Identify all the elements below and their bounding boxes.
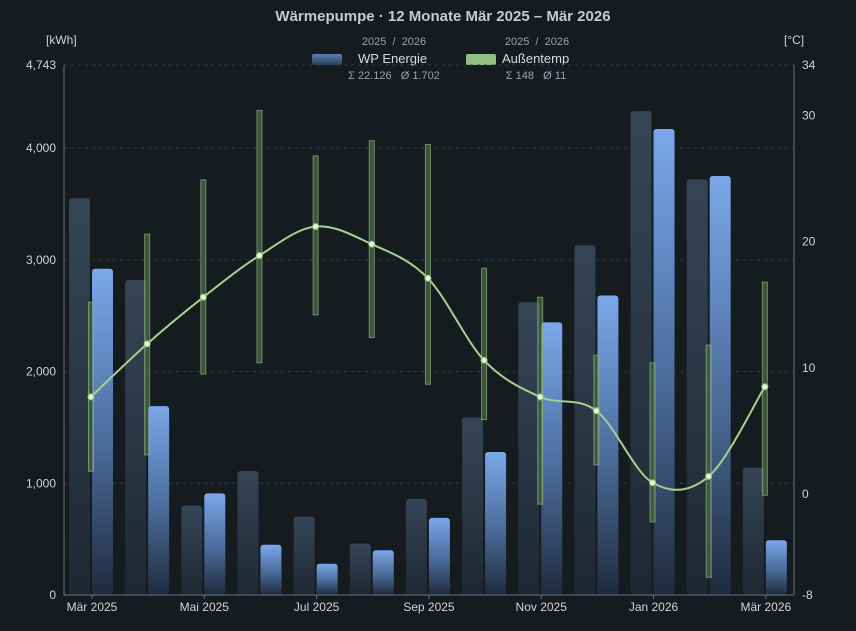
right-axis-unit: [°C] xyxy=(784,33,804,47)
bar-prev-year xyxy=(237,470,259,595)
legend-energy[interactable]: 2025 / 2026 WP Energie Σ 22.126 Ø 1.702 xyxy=(312,36,440,82)
temp-point xyxy=(255,252,263,260)
y2-tick-label: 20 xyxy=(802,235,816,249)
y-tick-label: 1,000 xyxy=(26,476,56,490)
x-tick-label: Nov 2025 xyxy=(516,600,568,614)
bar-prev-year xyxy=(574,245,596,595)
y2-tick-label: 10 xyxy=(802,361,816,375)
bar-energy xyxy=(597,295,619,595)
temp-point xyxy=(87,393,95,401)
legend-energy-stats: Σ 22.126 Ø 1.702 xyxy=(348,70,440,82)
bar-energy xyxy=(653,129,675,595)
y2-tick-label: -8 xyxy=(802,588,813,602)
bar-energy xyxy=(92,268,113,595)
bar-prev-year xyxy=(462,417,484,595)
temp-range xyxy=(256,109,263,364)
temp-point xyxy=(424,274,432,282)
grid xyxy=(64,64,794,484)
bar-energy xyxy=(204,493,226,595)
temp-range xyxy=(705,344,712,578)
temp-point xyxy=(649,479,657,487)
temp-range xyxy=(649,362,656,523)
bars xyxy=(69,111,787,596)
bar-energy xyxy=(765,540,787,595)
y2-tick-label: 0 xyxy=(802,487,809,501)
y-tick-label: 3,000 xyxy=(26,253,56,267)
temp-point xyxy=(536,393,544,401)
y-tick-label: 4,743 xyxy=(26,58,56,72)
bar-prev-year xyxy=(742,467,764,595)
y-tick-label: 0 xyxy=(49,588,56,602)
x-tick-label: Mai 2025 xyxy=(180,600,230,614)
bar-prev-year xyxy=(181,505,203,595)
bar-energy xyxy=(541,322,563,595)
bar-prev-year xyxy=(125,279,147,595)
temp-range xyxy=(368,140,375,339)
y-tick-label: 2,000 xyxy=(26,365,56,379)
bar-prev-year xyxy=(630,111,652,595)
temp-range xyxy=(481,267,488,421)
bar-energy xyxy=(485,451,507,595)
bar-prev-year xyxy=(69,198,90,596)
temp-point xyxy=(312,223,320,231)
y-tick-label: 4,000 xyxy=(26,141,56,155)
legend-temp-stats: Σ 148 Ø 11 xyxy=(506,70,566,82)
temp-point xyxy=(480,356,488,364)
y2-tick-label: 34 xyxy=(802,58,816,72)
bar-energy xyxy=(260,544,282,595)
bar-energy xyxy=(428,517,450,595)
bar-energy xyxy=(709,175,731,595)
x-tick-label: Mär 2025 xyxy=(67,600,118,614)
temp-point xyxy=(761,383,769,391)
temp-range xyxy=(424,144,431,385)
temp-point xyxy=(592,407,600,415)
temp-range xyxy=(537,296,544,505)
temp-range xyxy=(200,179,207,375)
bar-prev-year xyxy=(518,302,540,595)
legend-energy-swatch xyxy=(312,54,342,65)
x-tick-label: Jan 2026 xyxy=(629,600,679,614)
temp-range xyxy=(88,301,94,472)
legend-temp-swatch xyxy=(466,54,496,65)
bar-energy xyxy=(316,563,338,595)
legend-temp[interactable]: 2025 / 2026 Außentemp Σ 148 Ø 11 xyxy=(466,36,569,82)
temp-point xyxy=(143,340,151,348)
bar-energy xyxy=(372,550,394,595)
x-tick-label: Jul 2025 xyxy=(294,600,340,614)
temp-point xyxy=(705,472,713,480)
bar-prev-year xyxy=(686,179,708,595)
y2-tick-label: 30 xyxy=(802,108,816,122)
axes: 0 1,000 2,000 3,000 4,000 4,743 -8 0 10 20 30 34 Mär… xyxy=(26,58,816,614)
temp-range xyxy=(312,155,319,316)
legend-energy-years: 2025 / 2026 xyxy=(362,36,426,48)
bar-prev-year xyxy=(349,543,371,595)
temp-point xyxy=(199,293,207,301)
x-tick-label: Sep 2025 xyxy=(403,600,455,614)
temp-point xyxy=(368,240,376,248)
bar-prev-year xyxy=(405,498,427,595)
temp-line xyxy=(87,223,769,491)
x-tick-label: Mär 2026 xyxy=(740,600,791,614)
bar-prev-year xyxy=(293,516,315,595)
legend-energy-name: WP Energie xyxy=(358,51,427,66)
legend-temp-years: 2025 / 2026 xyxy=(505,36,569,48)
chart-title: Wärmepumpe · 12 Monate Mär 2025 – Mär 20… xyxy=(275,8,610,25)
bar-energy xyxy=(148,406,170,595)
left-axis-unit: [kWh] xyxy=(46,33,77,47)
legend-temp-name: Außentemp xyxy=(502,51,569,66)
